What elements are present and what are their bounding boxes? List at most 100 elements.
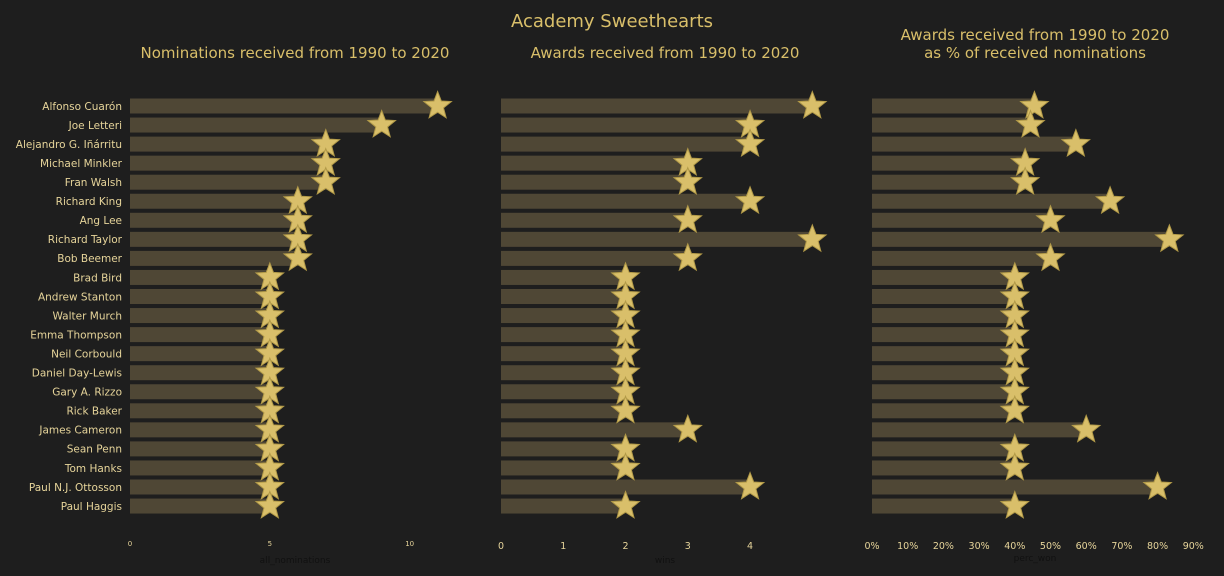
x-tick-label-2-1: 0 <box>498 541 504 552</box>
star-marker-2-22 <box>610 490 641 519</box>
star-marker-3-6 <box>1094 185 1126 215</box>
category-label-12: Walter Murch <box>52 310 122 322</box>
x-tick-label-3-7: 60% <box>1076 541 1097 552</box>
bar-3-1 <box>872 98 1035 114</box>
panel-percent-won-title-line-1: Awards received from 1990 to 2020 <box>901 26 1170 44</box>
bar-3-4 <box>872 155 1026 171</box>
category-label-3: Alejandro G. Iñárritu <box>16 139 122 151</box>
star-marker-3-21 <box>1142 471 1173 500</box>
bar-1-3 <box>130 136 326 152</box>
star-marker-3-8 <box>1154 223 1185 253</box>
panel-percent-won-title: Awards received from 1990 to 2020 as % of… <box>901 26 1170 62</box>
star-marker-1-9 <box>282 242 313 272</box>
bar-2-3 <box>501 136 751 152</box>
category-label-20: Tom Hanks <box>64 463 122 475</box>
bar-1-22 <box>130 498 270 514</box>
category-label-4: Michael Minkler <box>40 158 123 170</box>
bar-1-20 <box>130 460 270 476</box>
bar-2-18 <box>501 422 688 438</box>
category-label-10: Brad Bird <box>73 272 122 284</box>
bar-3-19 <box>872 441 1015 457</box>
bar-3-21 <box>872 479 1158 495</box>
x-tick-label-3-1: 0% <box>864 541 879 552</box>
category-label-21: Paul N.J. Ottosson <box>29 482 122 494</box>
category-label-2: Joe Letteri <box>68 120 122 132</box>
panel-nominations-x-ticks: 0 5 10 <box>128 540 414 548</box>
star-marker-3-2 <box>1015 109 1046 138</box>
star-marker-3-20 <box>999 452 1030 481</box>
star-marker-3-17 <box>999 394 1030 424</box>
bar-3-17 <box>872 403 1015 419</box>
panel-nominations-title: Nominations received from 1990 to 2020 <box>141 44 450 62</box>
panel-nominations-stars <box>254 90 453 519</box>
x-tick-label-3-6: 50% <box>1040 541 1061 552</box>
x-tick-label-2-4: 3 <box>685 541 691 552</box>
category-label-19: Sean Penn <box>67 444 122 456</box>
bar-3-6 <box>872 193 1111 209</box>
bar-2-20 <box>501 460 626 476</box>
panel-percent-won-x-axis-label: perc_won <box>1014 554 1057 564</box>
bar-2-1 <box>501 98 813 114</box>
bar-3-15 <box>872 365 1015 381</box>
bar-2-22 <box>501 498 626 514</box>
bar-3-14 <box>872 346 1015 362</box>
bar-3-7 <box>872 212 1051 228</box>
category-label-5: Fran Walsh <box>65 177 122 189</box>
bar-2-10 <box>501 269 626 285</box>
panel-awards-bars <box>501 98 813 514</box>
category-label-7: Ang Lee <box>80 215 122 227</box>
star-marker-2-18 <box>672 413 703 443</box>
panel-awards-stars <box>610 90 828 519</box>
panel-percent-won-title-line-2: as % of received nominations <box>924 44 1146 62</box>
x-tick-label-3-10: 90% <box>1183 541 1204 552</box>
bar-1-8 <box>130 231 298 247</box>
category-label-13: Emma Thompson <box>30 329 122 341</box>
bar-1-17 <box>130 403 270 419</box>
x-tick-label-2-5: 4 <box>747 541 753 552</box>
x-tick-label-2-2: 1 <box>560 541 566 552</box>
panel-percent-won-x-ticks: 0% 10% 20% 30% 40% 50% 60% 70% 80% 90% <box>864 541 1203 552</box>
bar-3-16 <box>872 384 1015 400</box>
bar-2-13 <box>501 327 626 343</box>
star-marker-2-17 <box>610 394 641 424</box>
star-marker-1-22 <box>254 490 285 519</box>
bar-2-4 <box>501 155 688 171</box>
bar-3-11 <box>872 289 1015 304</box>
bar-1-21 <box>130 479 270 495</box>
bar-2-11 <box>501 289 626 304</box>
bar-2-9 <box>501 250 688 266</box>
star-marker-3-3 <box>1060 128 1091 157</box>
star-marker-1-1 <box>422 90 453 119</box>
star-marker-2-9 <box>672 242 703 272</box>
category-label-9: Bob Beemer <box>57 253 122 265</box>
star-marker-2-7 <box>672 204 703 234</box>
category-label-11: Andrew Stanton <box>38 291 122 303</box>
bar-2-17 <box>501 403 626 419</box>
star-marker-3-5 <box>1010 166 1041 196</box>
x-tick-label-3-4: 30% <box>969 541 990 552</box>
panel-awards-x-axis-label: wins <box>655 556 676 566</box>
category-label-16: Gary A. Rizzo <box>52 387 122 399</box>
star-marker-3-22 <box>999 490 1030 519</box>
bar-3-22 <box>872 498 1015 514</box>
bar-1-7 <box>130 212 298 228</box>
bar-1-16 <box>130 384 270 400</box>
category-label-15: Daniel Day-Lewis <box>32 368 122 380</box>
star-marker-1-5 <box>310 166 341 196</box>
bar-2-8 <box>501 231 813 247</box>
category-label-14: Neil Corbould <box>51 348 122 360</box>
x-tick-label-1-1: 0 <box>128 540 132 548</box>
x-tick-label-3-3: 20% <box>933 541 954 552</box>
star-marker-2-5 <box>672 166 703 196</box>
bar-3-9 <box>872 250 1051 266</box>
panel-nominations-bars <box>130 98 438 514</box>
star-marker-3-1 <box>1019 90 1050 119</box>
bar-1-6 <box>130 193 298 209</box>
star-marker-3-18 <box>1071 413 1102 443</box>
category-label-1: Alfonso Cuarón <box>42 101 122 113</box>
x-tick-label-2-3: 2 <box>623 541 629 552</box>
bar-2-14 <box>501 346 626 362</box>
category-label-8: Richard Taylor <box>48 234 123 246</box>
